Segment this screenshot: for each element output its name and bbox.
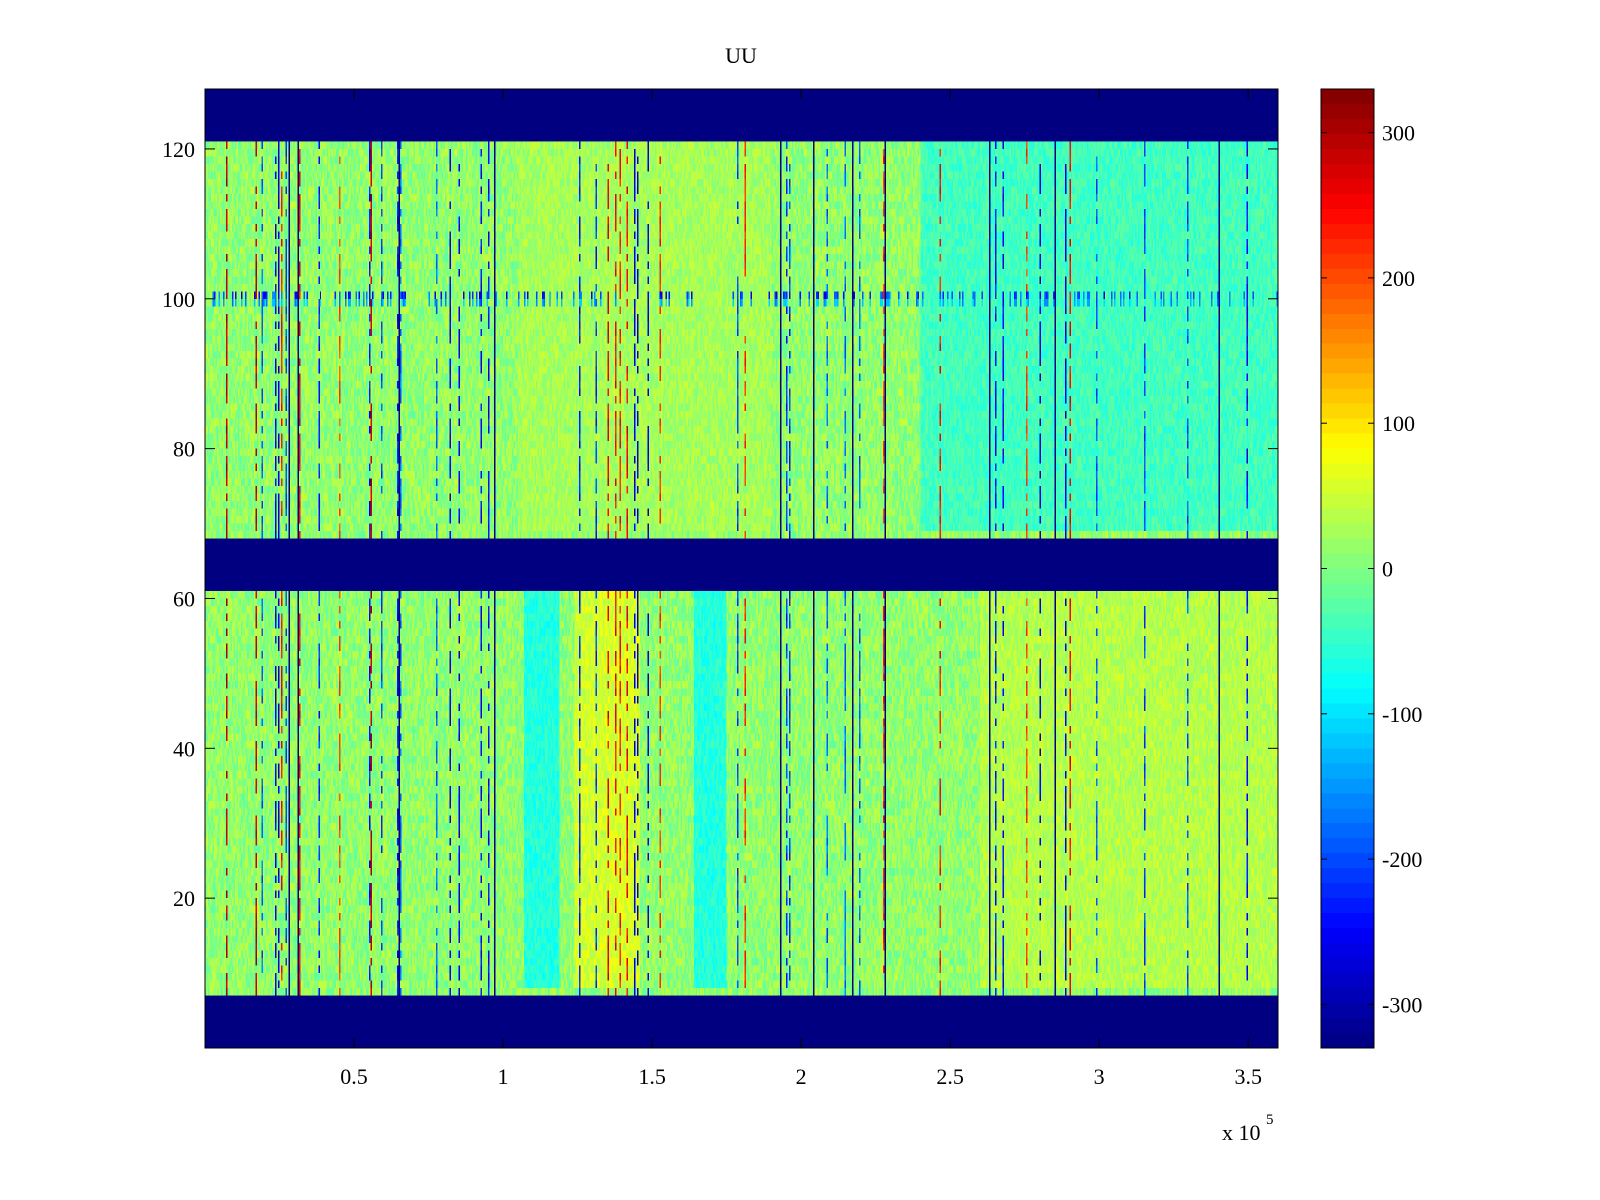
chart-title: UU	[725, 43, 757, 68]
y-tick-label: 120	[162, 137, 195, 162]
y-tick-label: 60	[173, 586, 195, 611]
colorbar-gradient	[1321, 89, 1374, 1048]
y-tick-label: 40	[173, 736, 195, 761]
y-tick-label: 100	[162, 287, 195, 312]
y-tick-label: 80	[173, 437, 195, 462]
colorbar-tick-label: 100	[1382, 411, 1415, 436]
x-tick-label: 3.5	[1234, 1064, 1262, 1089]
x-tick-label: 1.5	[638, 1064, 666, 1089]
colorbar: 300 200 100 0 -100 -200 -300	[1320, 88, 1422, 1049]
colorbar-axis: 300 200 100 0 -100 -200 -300	[1321, 121, 1422, 1017]
x-axis: 0.5 1 1.5 2 2.5 3 3.5	[340, 89, 1262, 1089]
colorbar-tick-label: -200	[1382, 847, 1422, 872]
x-tick-label: 2	[796, 1064, 807, 1089]
masked-band	[205, 538, 1278, 591]
masked-band	[205, 89, 1278, 142]
masked-band	[205, 995, 1278, 1048]
x-tick-label: 1	[498, 1064, 509, 1089]
x-tick-label: 2.5	[936, 1064, 964, 1089]
plot-frame	[204, 88, 1279, 1049]
colorbar-tick-label: -300	[1382, 992, 1422, 1017]
colorbar-tick-label: -100	[1382, 702, 1422, 727]
colorbar-tick-label: 200	[1382, 266, 1415, 291]
x-tick-label: 0.5	[340, 1064, 368, 1089]
masked-row-bands	[205, 89, 1278, 1048]
y-axis: 20 40 60 80 100 120	[162, 137, 1278, 911]
colorbar-tick-label: 0	[1382, 557, 1393, 582]
colorbar-tick-label: 300	[1382, 121, 1415, 146]
x-tick-label: 3	[1094, 1064, 1105, 1089]
x-exponent-label: x 10 5	[1222, 1112, 1274, 1145]
y-tick-label: 20	[173, 886, 195, 911]
